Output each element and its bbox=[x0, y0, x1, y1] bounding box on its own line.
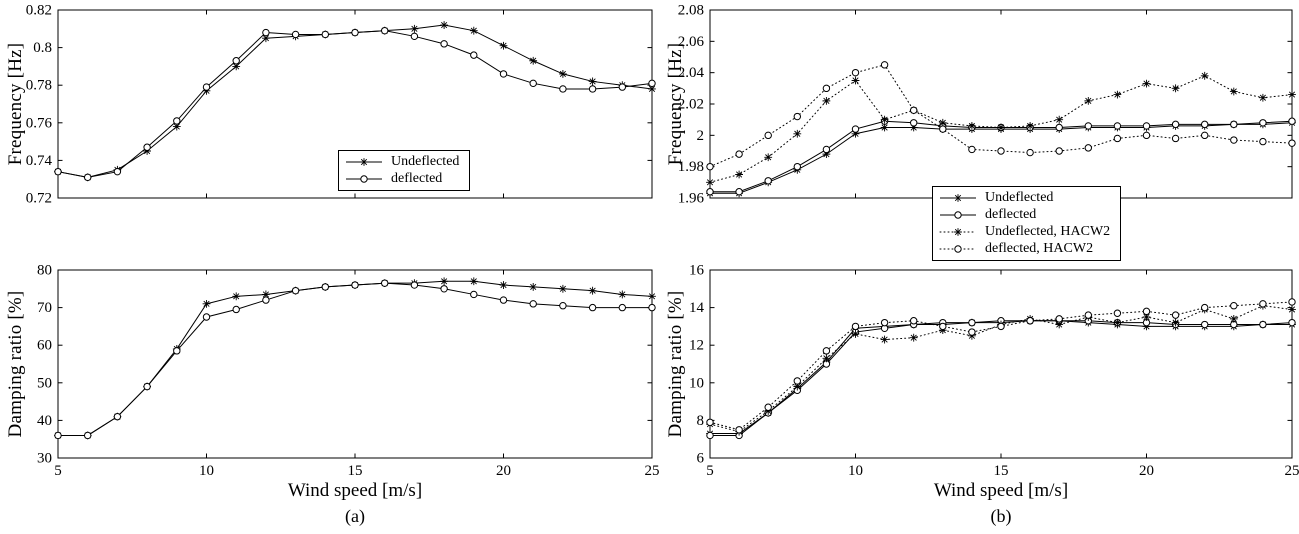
caption-b: (b) bbox=[990, 506, 1012, 526]
y-tick-label: 50 bbox=[37, 375, 52, 391]
y-tick-label: 80 bbox=[37, 263, 52, 279]
caption-a: (a) bbox=[345, 506, 365, 526]
legend-label: deflected bbox=[985, 207, 1037, 222]
legend-entry: deflected, HACW2 bbox=[938, 241, 1110, 257]
y-tick-label: 14 bbox=[689, 300, 705, 316]
y-tick-label: 0.74 bbox=[26, 153, 53, 169]
xlabel-wind-speed-b: Wind speed [m/s] bbox=[933, 480, 1069, 501]
y-tick-label: 2 bbox=[697, 128, 705, 144]
legend-label: deflected bbox=[391, 171, 443, 186]
x-tick-label: 10 bbox=[199, 463, 214, 479]
legend-entry: deflected bbox=[938, 207, 1110, 223]
legend-label: Undeflected bbox=[391, 154, 460, 169]
y-tick-label: 0.82 bbox=[26, 3, 52, 19]
series-circle-solid bbox=[54, 279, 656, 440]
x-tick-label: 20 bbox=[496, 463, 511, 479]
legend-label: Undeflected bbox=[985, 190, 1054, 205]
y-tick-label: 12 bbox=[689, 338, 704, 354]
y-tick-label: 16 bbox=[689, 263, 705, 279]
y-tick-label: 0.76 bbox=[26, 115, 53, 131]
y-tick-label: 0.72 bbox=[26, 191, 52, 207]
ylabel-damping-b: Damping ratio [%] bbox=[665, 290, 686, 438]
axis-ticks: 5 10 15 20 25 6 8 10 12 14 16 bbox=[689, 263, 1299, 480]
y-tick-label: 70 bbox=[37, 300, 52, 316]
y-tick-label: 2.04 bbox=[678, 65, 705, 81]
y-tick-label: 1.98 bbox=[678, 159, 704, 175]
y-tick-label: 40 bbox=[37, 413, 52, 429]
circle-marker-icon bbox=[346, 175, 382, 183]
legend-entry: deflected bbox=[344, 171, 459, 187]
series-circle-solid bbox=[54, 26, 656, 182]
x-tick-label: 15 bbox=[994, 463, 1009, 479]
legend-entry: Undeflected, HACW2 bbox=[938, 224, 1110, 240]
chart-frequency-b: 1.96 1.98 2 2.02 2.04 2.06 2.08 bbox=[678, 3, 1296, 207]
y-tick-label: 10 bbox=[689, 375, 704, 391]
y-tick-label: 60 bbox=[37, 338, 52, 354]
chart-frequency-a: 0.72 0.74 0.76 0.78 0.8 0.82 bbox=[26, 3, 656, 207]
star-marker-icon bbox=[346, 158, 382, 166]
chart-damping-b: 5 10 15 20 25 6 8 10 12 14 16 bbox=[689, 263, 1299, 480]
x-tick-label: 15 bbox=[348, 463, 363, 479]
legend-entry: Undeflected bbox=[344, 154, 459, 170]
x-tick-label: 25 bbox=[645, 463, 660, 479]
star-marker-icon bbox=[940, 194, 976, 202]
x-tick-label: 20 bbox=[1139, 463, 1154, 479]
y-tick-label: 0.78 bbox=[26, 78, 52, 94]
x-tick-label: 25 bbox=[1285, 463, 1299, 479]
plot-area: 5 10 15 20 25 6 8 10 12 14 16 bbox=[689, 263, 1299, 480]
y-tick-label: 8 bbox=[697, 413, 705, 429]
axis-ticks: 5 10 15 20 25 30 40 50 60 70 80 bbox=[37, 263, 660, 480]
series-circle-dotted bbox=[706, 61, 1296, 171]
y-tick-label: 6 bbox=[697, 451, 705, 467]
x-tick-label: 5 bbox=[54, 463, 62, 479]
legend-label: Undeflected, HACW2 bbox=[985, 224, 1111, 239]
circle-marker-icon bbox=[939, 245, 977, 253]
series-circle-dotted bbox=[706, 298, 1296, 434]
legend-entry: Undeflected bbox=[938, 190, 1110, 206]
x-tick-label: 5 bbox=[706, 463, 714, 479]
ylabel-frequency-a: Frequency [Hz] bbox=[5, 42, 26, 166]
circle-marker-icon bbox=[940, 211, 976, 219]
x-tick-label: 10 bbox=[848, 463, 863, 479]
chart-damping-a: 5 10 15 20 25 30 40 50 60 70 80 bbox=[37, 263, 660, 480]
legend-label: deflected, HACW2 bbox=[985, 241, 1094, 256]
xlabel-wind-speed-a: Wind speed [m/s] bbox=[287, 480, 423, 501]
plot-area: 1.96 1.98 2 2.02 2.04 2.06 2.08 bbox=[678, 3, 1296, 207]
ylabel-frequency-b: Frequency [Hz] bbox=[665, 42, 686, 166]
y-tick-label: 0.8 bbox=[33, 40, 52, 56]
axis-ticks: 0.72 0.74 0.76 0.78 0.8 0.82 bbox=[26, 3, 653, 207]
legend-a: Undeflected deflected bbox=[338, 150, 471, 191]
legend-b: Undeflected deflected Undeflected, HACW2 de… bbox=[932, 186, 1122, 261]
plot-area: 5 10 15 20 25 30 40 50 60 70 80 bbox=[37, 263, 660, 480]
star-marker-icon bbox=[939, 228, 977, 236]
y-tick-label: 1.96 bbox=[678, 191, 705, 207]
y-tick-label: 30 bbox=[37, 451, 52, 467]
ylabel-damping-a: Damping ratio [%] bbox=[5, 290, 26, 438]
y-tick-label: 2.06 bbox=[678, 34, 705, 50]
y-tick-label: 2.08 bbox=[678, 3, 704, 19]
y-tick-label: 2.02 bbox=[678, 97, 704, 113]
